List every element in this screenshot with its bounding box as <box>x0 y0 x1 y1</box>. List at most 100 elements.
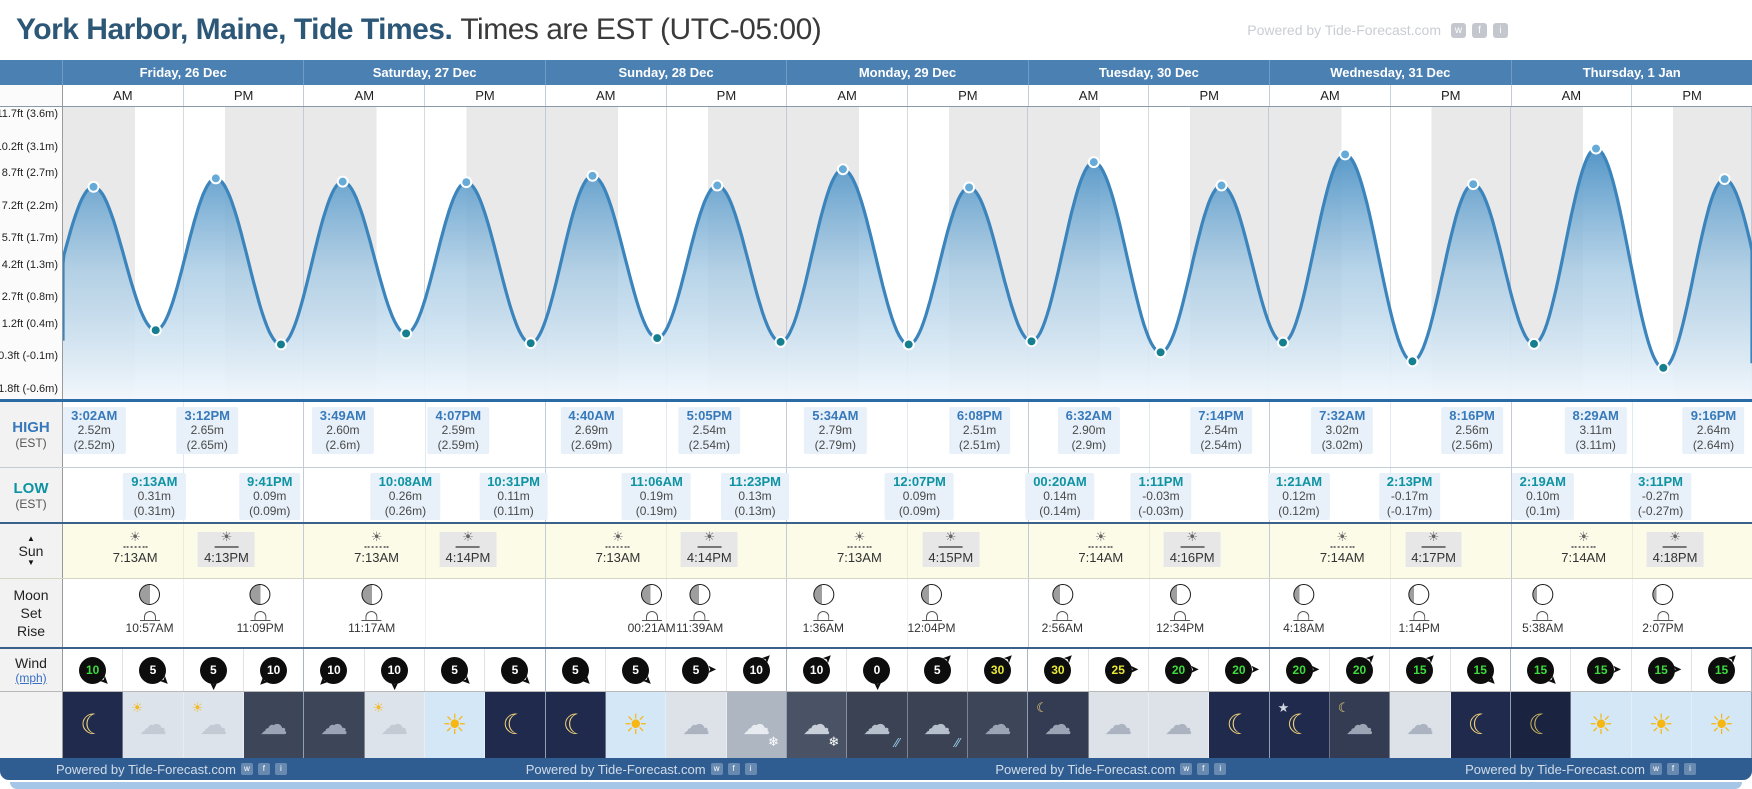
wind-direction-arrow: ➤ <box>1130 664 1139 676</box>
weather-icon-clear-night: ☾ <box>63 692 124 758</box>
sunrise-time: 7:13AM <box>595 550 641 565</box>
footer-social-icon-1[interactable]: w <box>240 763 253 775</box>
weather-icon-snow: ☁ ❄ <box>726 692 787 758</box>
y-axis-tick-label: 5.7ft (1.7m) <box>1 232 58 245</box>
moon-phase-icon <box>689 584 711 605</box>
wind-cell: 20 ➤ <box>1330 649 1391 691</box>
sun-cell: 7:13AM 4:14PM <box>304 524 546 578</box>
high-tide-point <box>586 169 599 182</box>
moon-phase-icon <box>361 584 383 605</box>
footer-powered-by-link[interactable]: Powered by Tide-Forecast.com w f i <box>56 762 287 777</box>
weather-icon-moon-behind-cloud: ☁ ☾ <box>1329 692 1391 758</box>
wind-cell: 10 ➤ <box>787 649 848 691</box>
wind-speed-badge: 15 ➤ <box>1587 656 1621 684</box>
moon-phase-icon <box>139 584 161 605</box>
sunrise-entry: 7:14AM <box>1555 532 1612 567</box>
high-tide-height: 2.54m <box>1204 423 1238 437</box>
footer-powered-by-link[interactable]: Powered by Tide-Forecast.com w f i <box>526 762 757 777</box>
high-tide-height: 2.54m <box>692 423 726 437</box>
wind-direction-arrow: ➤ <box>1725 651 1740 666</box>
sunrise-time: 7:13AM <box>112 550 158 565</box>
am-pm-cell: AM PM <box>1512 85 1752 106</box>
low-tide-height: 0.10m <box>1526 489 1560 503</box>
footer-social-icon-2[interactable]: f <box>257 763 270 775</box>
low-tide-entry: 9:13AM 0.31m (0.31m) <box>123 473 186 520</box>
cloudy-glyph: ☁ <box>1405 709 1434 740</box>
footer-social-icon-2[interactable]: f <box>1197 763 1210 775</box>
low-tide-height: 0.11m <box>497 489 530 503</box>
moon-behind-cloud-detail-glyph: ☾ <box>1337 700 1350 715</box>
footer-social-icon-1[interactable]: w <box>1180 763 1193 775</box>
footer-accent-bar <box>10 782 1742 789</box>
wind-cell: 10 ➤ <box>365 649 425 691</box>
moon-cell: 00:21AM 11:39AM <box>546 579 788 647</box>
low-tide-entry: 11:23PM 0.13m (0.13m) <box>720 473 790 520</box>
am-pm-cell: AM PM <box>63 85 305 106</box>
wind-direction-arrow: ➤ <box>760 651 775 666</box>
sunset-time: 4:16PM <box>1169 550 1215 565</box>
weather-icon-cloudy: ☁ <box>666 692 727 758</box>
low-tide-height: 0.26m <box>388 489 423 503</box>
low-tide-time: 00:20AM <box>1033 474 1087 489</box>
wind-speed-badge: 10 ➤ <box>380 656 408 690</box>
footer-social-icon-1[interactable]: w <box>710 763 723 775</box>
footer-social-icon-1[interactable]: w <box>1649 763 1662 775</box>
sunrise-entry: 7:13AM <box>590 532 647 567</box>
wind-cell: 5 ➤ <box>123 649 184 691</box>
low-tide-time: 1:21AM <box>1275 474 1323 489</box>
weather-icon-sun-behind-cloud: ☁ ☀ <box>123 692 184 758</box>
clear-night-glyph: ☾ <box>80 709 106 740</box>
footer-social-icon-2[interactable]: f <box>1666 763 1679 775</box>
am-label: AM <box>354 88 375 103</box>
weather-icon-rain: ☁ ⁄⁄ <box>847 692 908 758</box>
high-tide-height-alt: (2.59m) <box>437 438 479 452</box>
wind-speed-badge: 5 ➤ <box>441 656 473 688</box>
half-day-divider <box>1148 107 1150 399</box>
high-tide-entry: 7:32AM 3.02m (3.02m) <box>1311 407 1374 454</box>
wind-direction-arrow: ➤ <box>1672 664 1682 676</box>
footer-social-icon-2[interactable]: f <box>727 763 740 775</box>
footer-social-icon-3[interactable]: i <box>1683 763 1696 775</box>
high-tide-time: 3:49AM <box>319 408 366 423</box>
weather-row: ☾ ☁ ☀ ☁ ☀ ☁ ☁ ☁ ☀ ☀ ☾ ☾ ☀ ☁ ☁ ❄ ☁ ❄ ☁ ⁄⁄ ☁ ⁄⁄ ☁ ☁ ☾ ☁ ☁ ☾ ☾ ★ ☁ ☾ ☁ ☾ ☾ ☀ ☀ ☀ <box>0 692 1752 758</box>
sunrise-entry: 7:14AM <box>1314 532 1371 567</box>
sunny-glyph: ☀ <box>1588 709 1614 740</box>
footer-powered-by-link[interactable]: Powered by Tide-Forecast.com w f i <box>995 762 1227 777</box>
wind-direction-arrow: ➤ <box>157 674 172 689</box>
high-tide-time: 9:16PM <box>1690 408 1737 423</box>
footer-powered-by-link[interactable]: Powered by Tide-Forecast.com w f i <box>1465 762 1696 777</box>
low-tide-time: 1:11PM <box>1138 474 1184 489</box>
social-icon-1[interactable]: w <box>1451 22 1466 38</box>
sunny-glyph: ☀ <box>1708 709 1735 740</box>
moon-behind-cloud-glyph: ☁ <box>1043 709 1072 740</box>
high-tide-cell: 7:32AM 3.02m (3.02m) 8:16PM 2.56m (2.56m) <box>1270 402 1512 467</box>
social-icon-2[interactable]: f <box>1472 22 1487 38</box>
low-tide-time: 10:08AM <box>378 474 433 489</box>
footer-social-icon-3[interactable]: i <box>744 763 757 775</box>
footer-social-icon-3[interactable]: i <box>274 763 287 775</box>
low-tide-height-alt: (0.09m) <box>249 504 291 518</box>
moon-entry: 2:07PM <box>1642 584 1684 635</box>
high-tide-point <box>711 179 724 192</box>
pm-label: PM <box>424 85 545 106</box>
high-tide-height-alt: (2.64m) <box>1692 438 1735 452</box>
low-label: LOW <box>13 479 49 497</box>
wind-units-link[interactable]: (mph) <box>15 671 47 685</box>
low-tide-time: 3:11PM <box>1638 474 1683 489</box>
high-tide-height-alt: (2.54m) <box>1200 438 1242 452</box>
day-header-corner <box>0 60 63 85</box>
wind-speed-badge: 5 ➤ <box>139 656 171 688</box>
wind-speed-badge: 20 ➤ <box>1165 656 1199 684</box>
wind-cell: 5 ➤ <box>184 649 244 691</box>
day-header-5: Tuesday, 30 Dec <box>1028 60 1271 85</box>
wind-direction-arrow: ➤ <box>1002 651 1016 666</box>
low-tide-height-alt: (0.1m) <box>1525 504 1561 518</box>
sunrise-entry: 7:13AM <box>348 532 405 567</box>
social-icon-3[interactable]: i <box>1493 22 1508 38</box>
low-tide-height-alt: (0.13m) <box>734 504 776 518</box>
sunrise-entry: 7:13AM <box>107 532 164 567</box>
high-tide-entry: 3:02AM 2.52m (2.52m) <box>63 407 126 454</box>
sun-behind-cloud-detail-glyph: ☀ <box>372 700 385 715</box>
clear-night-glyph: ☾ <box>1226 709 1252 740</box>
footer-social-icon-3[interactable]: i <box>1214 763 1227 775</box>
